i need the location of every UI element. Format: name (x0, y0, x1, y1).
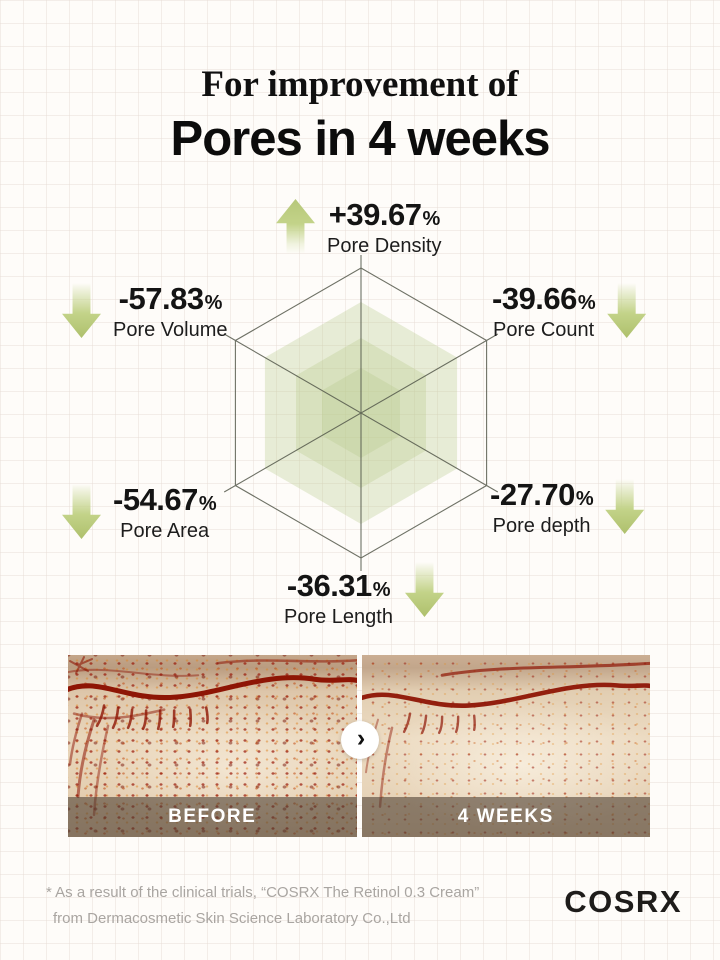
header: For improvement of Pores in 4 weeks (0, 64, 720, 167)
arrow-down-icon (607, 283, 647, 338)
metric-number: -27.70 (490, 477, 575, 512)
metric-pore-length: -36.31% Pore Length (284, 562, 444, 629)
metric-pore-area: -54.67% Pore Area (62, 482, 217, 543)
metric-label: Pore depth (492, 514, 591, 537)
metric-number: -39.66 (492, 281, 577, 316)
metric-value: -36.31% (286, 568, 391, 603)
metric-value: -57.83% (118, 281, 223, 316)
next-button[interactable]: › (341, 721, 379, 759)
metric-label: Pore Count (493, 318, 595, 341)
metric-unit: % (575, 488, 594, 510)
arrow-down-icon (62, 484, 101, 539)
metric-unit: % (372, 579, 391, 601)
metric-label: Pore Area (120, 519, 210, 542)
arrow-down-icon (605, 479, 645, 534)
metric-value: -54.67% (113, 482, 217, 517)
after-photo: 4 WEEKS (361, 655, 650, 837)
metric-pore-depth: -27.70% Pore depth (490, 477, 645, 538)
metric-label: Pore Density (327, 234, 442, 257)
before-label-band: BEFORE (68, 797, 357, 837)
metric-unit: % (198, 493, 217, 515)
metric-unit: % (204, 292, 223, 314)
footnote-line1: * As a result of the clinical trials, “C… (46, 884, 480, 901)
metric-number: -57.83 (118, 281, 204, 316)
arrow-down-icon (404, 562, 444, 617)
arrow-down-icon (62, 283, 101, 338)
metric-label: Pore Volume (113, 318, 228, 341)
cosrx-logo: COSRX (564, 884, 682, 919)
metric-pore-count: -39.66% Pore Count (492, 281, 647, 342)
radar-chart (223, 255, 499, 571)
radar-axes (223, 255, 499, 571)
metric-pore-density: +39.67% Pore Density (276, 197, 442, 258)
skin-crease-art (68, 656, 357, 817)
page-title: Pores in 4 weeks (170, 111, 551, 166)
metric-number: -54.67 (113, 482, 198, 517)
metric-number: +39.67 (328, 197, 422, 232)
arrow-up-icon (276, 199, 315, 254)
metric-unit: % (422, 208, 440, 230)
before-after-comparison: BEFORE 4 WEEKS › (68, 655, 650, 837)
metric-value: -39.66% (492, 281, 596, 316)
metric-label: Pore Length (284, 605, 393, 628)
metric-unit: % (577, 292, 596, 314)
header-subtitle: For improvement of (201, 64, 519, 105)
metric-pore-volume: -57.83% Pore Volume (62, 281, 228, 342)
metric-value: -27.70% (490, 477, 594, 512)
footnote-line2: from Dermacosmetic Skin Science Laborato… (53, 909, 411, 927)
before-label: BEFORE (168, 806, 257, 827)
metric-number: -36.31 (286, 568, 372, 603)
after-label: 4 WEEKS (457, 806, 554, 827)
metric-value: +39.67% (328, 197, 440, 232)
footnote: * As a result of the clinical trials, “C… (46, 880, 479, 931)
after-label-band: 4 WEEKS (361, 797, 650, 837)
chevron-right-icon: › (356, 724, 366, 752)
before-photo: BEFORE (68, 655, 357, 837)
